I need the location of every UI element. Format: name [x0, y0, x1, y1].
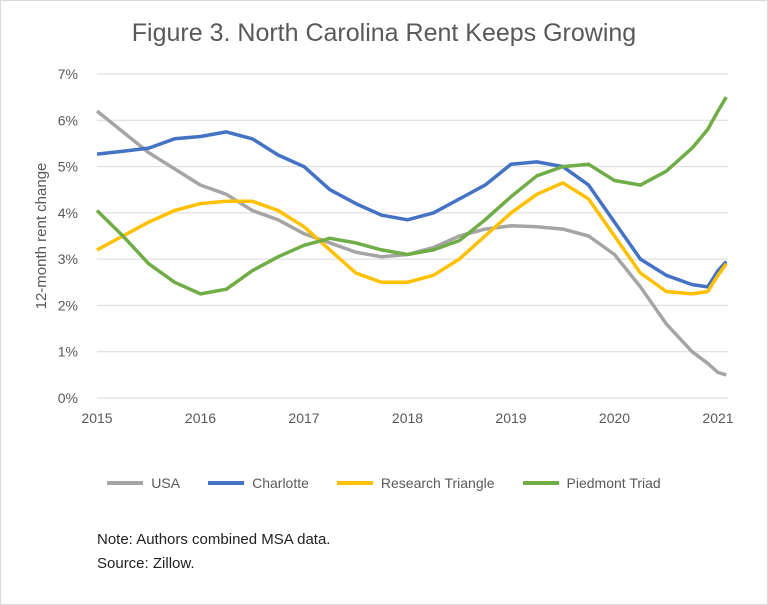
x-tick-label: 2021: [702, 410, 733, 426]
legend-item: Piedmont Triad: [522, 475, 661, 491]
legend-label: Piedmont Triad: [566, 475, 661, 491]
y-tick-label: 6%: [58, 112, 78, 128]
y-tick-label: 7%: [58, 66, 78, 82]
y-tick-label: 1%: [58, 344, 78, 360]
y-tick-label: 0%: [58, 390, 78, 406]
legend-item: Research Triangle: [336, 475, 495, 491]
y-tick-label: 3%: [58, 251, 78, 267]
note-text: Note: Authors combined MSA data.: [97, 531, 331, 548]
x-tick-label: 2017: [288, 410, 319, 426]
x-tick-label: 2018: [392, 410, 423, 426]
legend-label: Research Triangle: [380, 475, 495, 491]
x-tick-label: 2015: [81, 410, 112, 426]
series-line-charlotte: [96, 130, 728, 289]
x-tick-label: 2019: [495, 410, 526, 426]
legend-swatch: [336, 481, 373, 485]
x-tick-label: 2020: [599, 410, 630, 426]
series-line-usa: [95, 109, 727, 377]
legend-swatch: [522, 481, 559, 485]
legend-label: USA: [151, 475, 181, 491]
series-line-research-triangle: [96, 181, 728, 296]
legend-label: Charlotte: [252, 475, 309, 491]
y-tick-label: 2%: [58, 297, 78, 313]
line-chart: 0% 1% 2% 3% 4% 5% 6% 7% 2015 2016 2017 2018 2019 2020…: [33, 66, 734, 426]
legend-swatch: [107, 481, 144, 485]
legend-item: USA: [107, 475, 180, 491]
x-tick-label: 2016: [185, 410, 216, 426]
legend: USA Charlotte Research Triangle Piedmont Tr…: [1, 475, 767, 491]
y-tick-label: 5%: [58, 159, 78, 175]
series-line-piedmont-triad: [95, 96, 728, 296]
source-text: Source: Zillow.: [97, 555, 195, 572]
legend-item: Charlotte: [208, 475, 309, 491]
legend-swatch: [208, 481, 245, 485]
chart-title: Figure 3. North Carolina Rent Keeps Grow…: [131, 19, 637, 47]
y-tick-label: 4%: [58, 205, 78, 221]
y-axis-label: 12-month rent change: [33, 163, 50, 310]
